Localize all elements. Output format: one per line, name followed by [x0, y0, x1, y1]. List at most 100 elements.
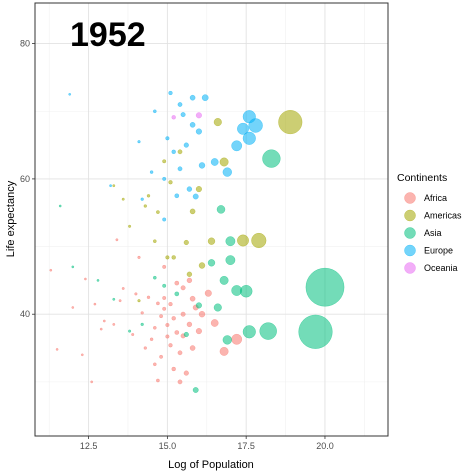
data-point	[207, 237, 216, 245]
data-point	[195, 112, 202, 119]
data-point	[146, 295, 151, 299]
series-americas	[112, 110, 303, 303]
data-point	[225, 255, 236, 265]
data-point	[183, 370, 189, 376]
data-point	[171, 366, 176, 372]
data-point	[237, 122, 249, 135]
data-point	[251, 232, 267, 249]
data-point	[189, 94, 196, 101]
data-point	[93, 302, 97, 306]
data-point	[140, 311, 144, 315]
data-point	[198, 162, 206, 169]
data-point	[183, 239, 189, 246]
data-point	[171, 149, 176, 154]
data-point	[165, 334, 170, 339]
data-point	[171, 255, 176, 260]
year-label: 1952	[70, 16, 146, 54]
data-point	[162, 217, 167, 222]
x-axis-title: Log of Population	[168, 459, 254, 471]
data-point	[219, 157, 229, 167]
data-point	[180, 285, 186, 291]
data-point	[140, 322, 144, 326]
data-point	[183, 142, 189, 148]
data-point	[305, 267, 345, 307]
data-point	[174, 280, 180, 286]
data-point	[231, 140, 243, 152]
data-point	[159, 314, 163, 319]
legend-key-europe	[404, 244, 416, 257]
data-point	[149, 337, 154, 342]
data-point	[96, 279, 100, 282]
data-point	[156, 301, 160, 306]
data-point	[201, 94, 209, 102]
data-point	[198, 262, 206, 269]
data-point	[219, 275, 229, 285]
data-point	[239, 285, 253, 298]
data-point	[112, 184, 116, 188]
data-point	[195, 186, 202, 193]
data-point	[177, 149, 183, 155]
x-tick-label: 12.5	[80, 441, 98, 451]
data-point	[192, 387, 199, 393]
data-point	[171, 115, 176, 120]
legend-key-oceania	[404, 262, 416, 274]
data-point	[156, 210, 160, 214]
data-point	[216, 205, 226, 214]
legend-key-africa	[404, 192, 416, 204]
data-point	[71, 306, 75, 309]
data-point	[153, 109, 157, 114]
data-point	[189, 208, 196, 215]
data-point	[248, 118, 263, 133]
data-point	[137, 255, 141, 259]
data-point	[131, 333, 135, 336]
series-asia	[58, 149, 345, 393]
data-point	[165, 136, 170, 141]
data-points	[49, 90, 345, 393]
data-point	[189, 122, 196, 128]
data-point	[195, 328, 202, 335]
data-point	[153, 326, 157, 330]
data-point	[174, 330, 180, 335]
data-point	[99, 327, 103, 331]
data-point	[177, 379, 183, 385]
data-point	[195, 302, 202, 309]
y-tick-label: 60	[20, 174, 30, 184]
data-point	[162, 176, 167, 181]
series-oceania	[171, 112, 202, 120]
data-point	[177, 166, 183, 172]
data-point	[121, 197, 125, 201]
data-point	[298, 314, 333, 349]
data-point	[102, 319, 106, 323]
legend-label-europe: Europe	[424, 246, 453, 256]
data-point	[231, 333, 243, 345]
data-point	[162, 283, 167, 288]
data-point	[58, 204, 62, 208]
data-point	[242, 131, 256, 145]
data-point	[259, 322, 277, 340]
series-europe	[68, 90, 263, 222]
data-point	[186, 186, 193, 192]
plot-panel	[35, 3, 388, 436]
data-point	[189, 295, 196, 302]
data-point	[213, 303, 222, 312]
data-point	[128, 224, 132, 228]
data-point	[153, 275, 157, 280]
axis-ticks: 12.5 15.0 17.5 20.0 40 60 80	[20, 39, 334, 451]
data-point	[153, 362, 157, 367]
legend: Continents Africa Americas Asia Europe Ocean…	[397, 172, 462, 274]
data-point	[177, 102, 183, 107]
legend-label-oceania: Oceania	[424, 263, 458, 273]
data-point	[171, 316, 176, 321]
data-point	[165, 255, 170, 260]
data-point	[186, 277, 193, 284]
data-point	[121, 287, 125, 290]
data-point	[68, 93, 71, 96]
data-point	[183, 331, 189, 338]
grid-lines	[35, 3, 388, 436]
data-point	[137, 299, 141, 303]
legend-key-americas	[404, 209, 416, 222]
data-point	[80, 353, 84, 357]
data-point	[189, 345, 196, 351]
data-point	[162, 159, 167, 164]
data-point	[112, 323, 116, 326]
